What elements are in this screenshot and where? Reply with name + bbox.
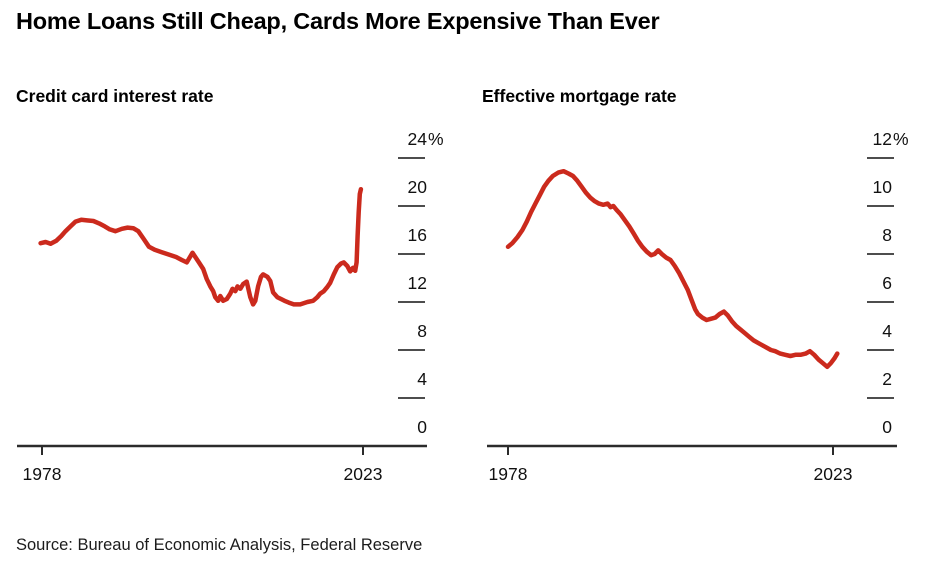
y-tick-label: 12 [408,273,427,293]
mortgage-chart-title: Effective mortgage rate [482,86,677,106]
page-title: Home Loans Still Cheap, Cards More Expen… [16,8,660,34]
x-tick-label: 2023 [814,464,853,484]
y-tick-label: 10 [873,177,893,197]
y-tick-label: 0 [882,417,892,437]
y-tick-label: 6 [882,273,892,293]
y-tick-label: 4 [882,321,892,341]
series-line-credit-card [38,186,364,307]
x-tick-label: 1978 [23,464,62,484]
y-tick-label: 8 [882,225,892,245]
series-line-mortgage [505,168,840,370]
source-note: Source: Bureau of Economic Analysis, Fed… [16,536,423,554]
y-tick-label: 12 [873,129,892,149]
y-tick-label: 24 [408,129,428,149]
y-axis-percent-suffix: % [428,129,444,149]
y-tick-label: 8 [417,321,427,341]
y-tick-label: 16 [408,225,427,245]
x-tick-label: 1978 [489,464,528,484]
y-tick-label: 2 [882,369,892,389]
y-tick-label: 4 [417,369,427,389]
y-tick-label: 0 [417,417,427,437]
y-tick-label: 20 [408,177,428,197]
credit-card-chart-title: Credit card interest rate [16,86,214,106]
x-tick-label: 2023 [344,464,383,484]
y-axis-percent-suffix: % [893,129,909,149]
